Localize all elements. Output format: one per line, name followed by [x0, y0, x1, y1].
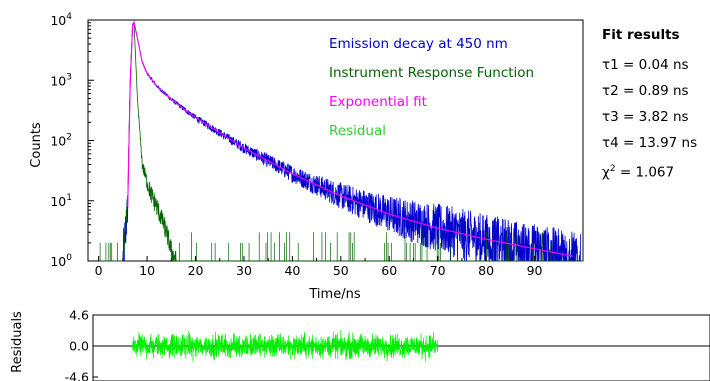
residuals-series-group	[132, 329, 439, 363]
series-exponential-fit-line	[127, 20, 574, 257]
residuals-y-tick-label: 0.0	[69, 339, 89, 354]
legend-entry: Instrument Response Function	[329, 65, 534, 81]
main-y-tick-label: 103	[50, 72, 72, 88]
main-x-axis: 0 10 20 30 40 50 60 70 80 90	[95, 256, 543, 278]
fit-results-title: Fit results	[602, 27, 680, 43]
residuals-y-tick-label: 4.6	[69, 308, 89, 323]
main-x-tick-label: 70	[430, 263, 446, 278]
main-y-tick-label: 102	[50, 133, 72, 149]
main-x-tick-label: 30	[236, 263, 252, 278]
main-x-tick-label: 90	[527, 263, 543, 278]
main-x-tick-label: 20	[188, 263, 204, 278]
fit-results-panel: Fit results τ1 = 0.04 ns τ2 = 0.89 ns τ3…	[602, 27, 710, 182]
legend-entry: Exponential fit	[329, 94, 427, 110]
main-plot-frame	[87, 19, 584, 262]
residuals-chart: 4.6 0.0 -4.6 Residuals	[10, 308, 710, 381]
main-x-tick-label: 50	[333, 263, 349, 278]
residuals-y-tick-label: -4.6	[65, 370, 89, 381]
main-y-axis: 100 101 102 103 104	[50, 12, 94, 269]
chi-value: = 1.067	[615, 164, 675, 181]
fit-tau4: τ4 = 13.97 ns	[602, 135, 698, 151]
series-residual-line	[132, 329, 439, 363]
main-y-axis-label: Counts	[29, 122, 44, 168]
main-x-tick-label: 80	[478, 263, 494, 278]
main-chart: 0 10 20 30 40 50 60 70 80 90 100 101 102 103 104 Time…	[29, 12, 584, 302]
chi-exponent: 2	[609, 164, 616, 174]
legend-entry: Emission decay at 450 nm	[329, 36, 508, 52]
main-x-tick-label: 10	[139, 263, 155, 278]
main-x-tick-label: 0	[95, 263, 103, 278]
main-x-axis-label: Time/ns	[308, 287, 360, 302]
main-legend: Emission decay at 450 nm Instrument Respo…	[329, 36, 534, 139]
fit-chi-squared: χ2 = 1.067	[602, 156, 710, 182]
main-y-tick-label: 101	[50, 193, 72, 209]
fit-tau2: τ2 = 0.89 ns	[602, 83, 689, 99]
residuals-y-axis-label: Residuals	[10, 311, 25, 373]
residuals-y-axis: 4.6 0.0 -4.6	[65, 308, 98, 381]
chi-symbol: χ	[602, 164, 610, 181]
main-y-tick-label: 100	[50, 253, 72, 269]
main-x-tick-label: 40	[284, 263, 300, 278]
main-y-tick-label: 104	[50, 12, 72, 28]
legend-entry: Residual	[329, 123, 386, 139]
fit-tau1: τ1 = 0.04 ns	[602, 57, 689, 73]
irf-background-spikes	[99, 232, 552, 261]
main-x-tick-label: 60	[381, 263, 397, 278]
fit-tau3: τ3 = 3.82 ns	[602, 109, 689, 125]
